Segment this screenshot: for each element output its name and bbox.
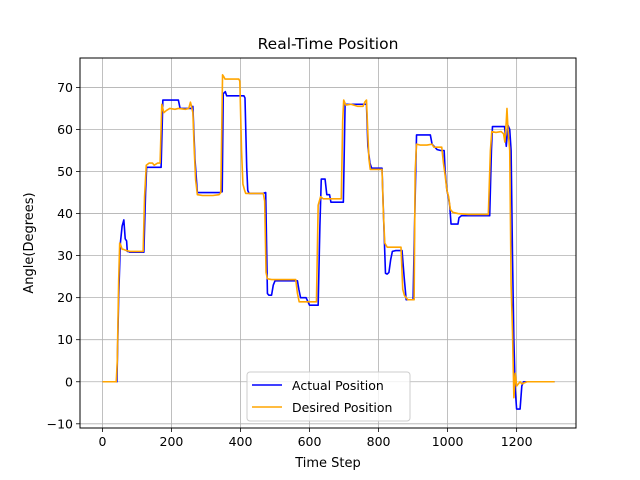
y-tick-label: 30 <box>57 248 73 263</box>
y-tick-label: 40 <box>57 206 73 221</box>
chart-title: Real-Time Position <box>258 35 399 53</box>
legend-label-desired-position: Desired Position <box>292 400 392 415</box>
x-tick-label: 1200 <box>501 434 533 449</box>
series-layer <box>102 74 555 410</box>
legend-box <box>246 371 411 422</box>
y-tick-label: 0 <box>65 374 73 389</box>
legend: Actual Position Desired Position <box>246 371 411 422</box>
legend-label-actual-position: Actual Position <box>292 378 384 393</box>
y-tick-label: 20 <box>57 290 73 305</box>
x-tick-label: 400 <box>229 434 253 449</box>
plot-frame <box>79 57 577 429</box>
x-tick-label: 800 <box>367 434 391 449</box>
x-tick-label: 600 <box>298 434 322 449</box>
x-tick-label: 0 <box>98 434 106 449</box>
axis-ticks: 0 200 400 600 800 1000 1200 −10 0 10 20 30 40 50 60 70 <box>47 80 533 449</box>
x-tick-label: 1000 <box>432 434 464 449</box>
series-line-desired-position <box>102 74 555 399</box>
y-tick-label: 10 <box>57 332 73 347</box>
x-axis-label: Time Step <box>294 456 361 471</box>
y-axis-label: Angle(Degrees) <box>22 192 37 293</box>
y-tick-label: 60 <box>57 122 73 137</box>
x-tick-label: 200 <box>160 434 184 449</box>
y-tick-label: 70 <box>57 80 73 95</box>
y-tick-label: 50 <box>57 164 73 179</box>
y-tick-label: −10 <box>47 416 73 431</box>
